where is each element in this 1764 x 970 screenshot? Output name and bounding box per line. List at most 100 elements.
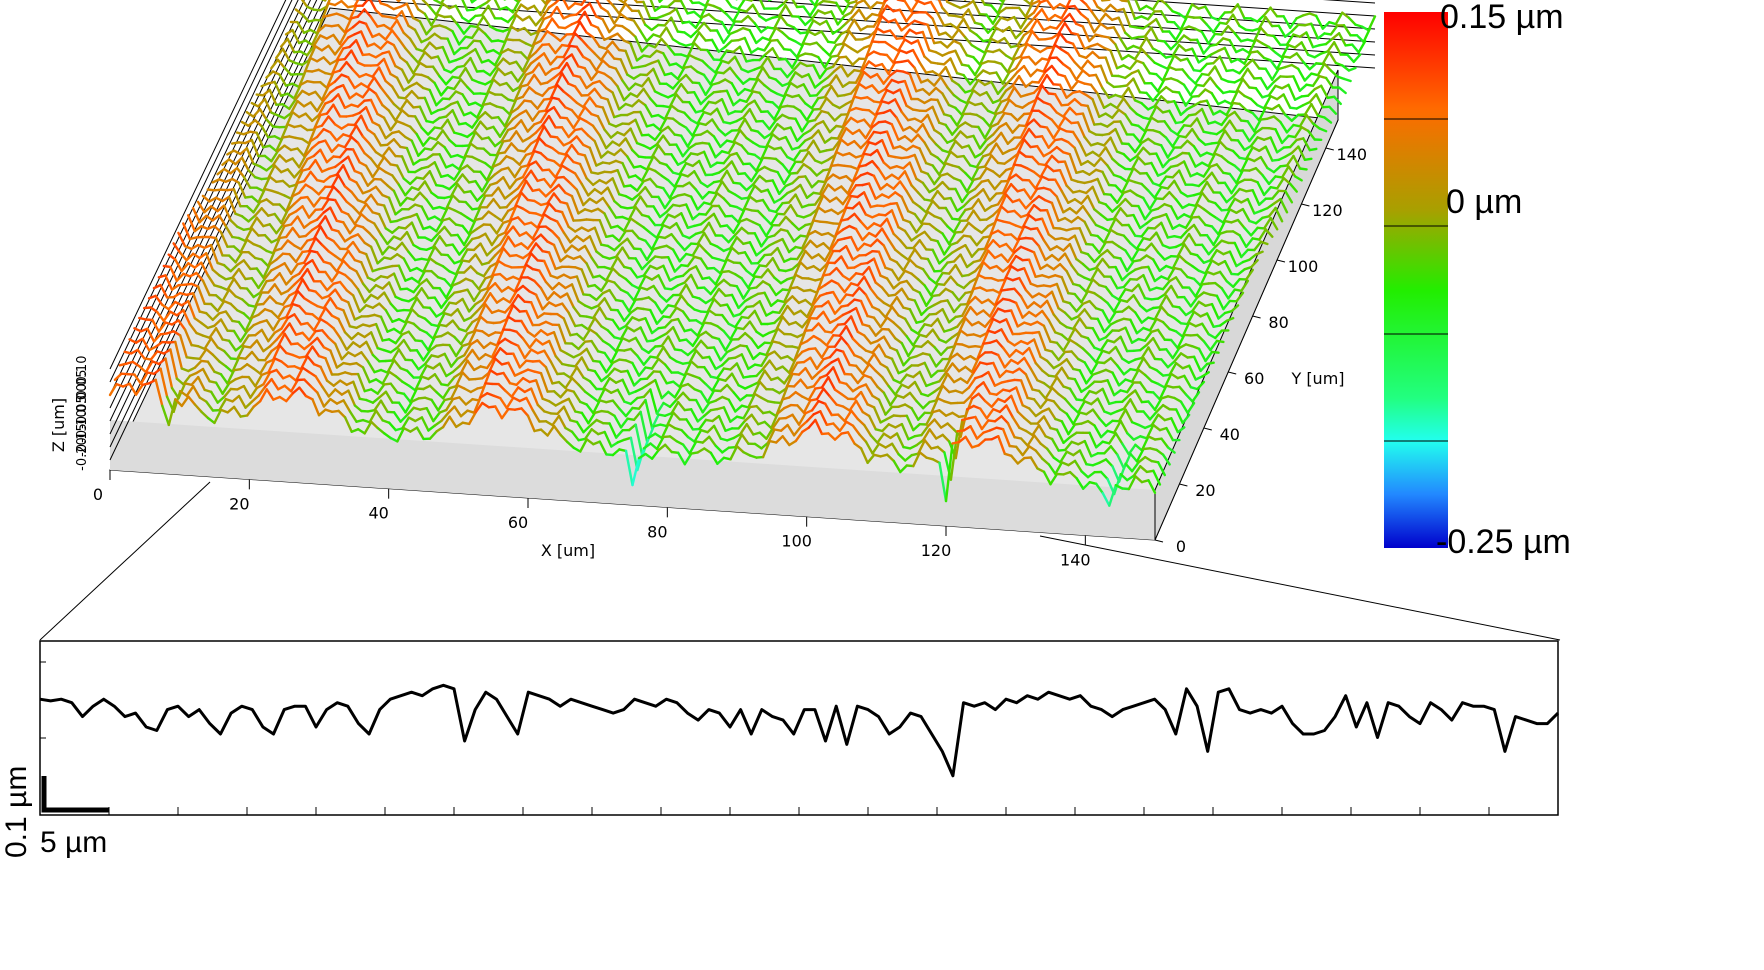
surface-segment bbox=[443, 102, 453, 110]
surface-segment bbox=[756, 209, 766, 219]
surface-segment bbox=[381, 103, 391, 112]
surface-segment bbox=[495, 57, 505, 69]
surface-segment bbox=[310, 29, 320, 46]
surface-segment bbox=[1277, 155, 1287, 162]
surface-segment bbox=[1140, 137, 1150, 145]
surface-segment bbox=[831, 139, 841, 151]
surface-segment bbox=[317, 185, 327, 196]
surface-segment bbox=[778, 215, 787, 227]
surface-segment bbox=[722, 197, 732, 207]
surface-segment bbox=[1027, 213, 1037, 222]
surface-segment bbox=[998, 168, 1008, 178]
surface-segment bbox=[265, 163, 275, 172]
surface-segment bbox=[1174, 151, 1184, 159]
surface-segment bbox=[317, 24, 327, 33]
surface-segment bbox=[885, 4, 895, 13]
surface-segment bbox=[591, 124, 601, 137]
surface-segment bbox=[291, 191, 301, 198]
surface-segment bbox=[849, 84, 859, 95]
surface-segment bbox=[903, 229, 913, 242]
surface-segment bbox=[583, 154, 593, 174]
surface-segment bbox=[325, 33, 335, 40]
surface-segment bbox=[343, 49, 353, 61]
surface-segment bbox=[967, 221, 977, 230]
surface-segment bbox=[817, 206, 827, 214]
surface-segment bbox=[570, 53, 580, 68]
surface-segment bbox=[866, 96, 876, 103]
surface-segment bbox=[830, 208, 840, 216]
surface-segment bbox=[1220, 25, 1230, 36]
surface-segment bbox=[910, 184, 920, 194]
surface-segment bbox=[521, 86, 531, 99]
surface-segment bbox=[627, 82, 637, 92]
surface-segment bbox=[428, 88, 438, 107]
surface-segment bbox=[1197, 215, 1207, 227]
surface-segment bbox=[704, 204, 714, 216]
surface-segment bbox=[820, 158, 830, 165]
surface-segment bbox=[727, 141, 737, 155]
surface-segment bbox=[828, 196, 838, 203]
surface-segment bbox=[949, 150, 959, 159]
surface-segment bbox=[1217, 99, 1227, 106]
surface-segment bbox=[1115, 191, 1125, 204]
surface-segment bbox=[525, 179, 534, 193]
surface-segment bbox=[781, 31, 791, 40]
surface-segment bbox=[319, 34, 328, 40]
surface-segment bbox=[631, 193, 640, 201]
surface-segment bbox=[1231, 149, 1241, 160]
surface-segment bbox=[1253, 240, 1263, 252]
surface-segment bbox=[283, 194, 293, 200]
surface-segment bbox=[1179, 229, 1189, 239]
surface-segment bbox=[691, 121, 701, 137]
surface-segment bbox=[479, 120, 489, 131]
surface-segment bbox=[288, 97, 298, 111]
surface-segment bbox=[1228, 39, 1238, 54]
surface-segment bbox=[719, 169, 729, 183]
surface-segment bbox=[884, 209, 894, 217]
surface-segment bbox=[715, 29, 725, 44]
surface-segment bbox=[1195, 38, 1205, 55]
surface-segment bbox=[260, 124, 270, 139]
surface-segment bbox=[415, 132, 425, 147]
surface-segment bbox=[1249, 136, 1259, 148]
surface-segment bbox=[714, 180, 724, 195]
surface-segment bbox=[1158, 50, 1168, 59]
surface-segment bbox=[627, 118, 637, 126]
surface-segment bbox=[502, 106, 511, 116]
surface-segment bbox=[1177, 43, 1187, 52]
surface-segment bbox=[1210, 49, 1220, 56]
surface-segment bbox=[1083, 220, 1093, 237]
surface-segment bbox=[663, 232, 673, 240]
surface-segment bbox=[1280, 43, 1290, 59]
surface-segment bbox=[791, 55, 800, 69]
surface-segment bbox=[701, 100, 711, 112]
surface-segment bbox=[782, 172, 792, 186]
surface-segment bbox=[779, 14, 789, 26]
surface-segment bbox=[1088, 168, 1098, 176]
surface-segment bbox=[720, 20, 730, 34]
surface-segment bbox=[699, 96, 709, 106]
surface-segment bbox=[779, 146, 789, 159]
surface-segment bbox=[776, 122, 786, 131]
surface-segment bbox=[993, 131, 1003, 143]
surface-segment bbox=[523, 26, 533, 36]
surface-segment bbox=[877, 0, 887, 17]
surface-segment bbox=[1205, 23, 1215, 34]
surface-segment bbox=[1006, 15, 1016, 22]
surface-segment bbox=[1155, 231, 1165, 247]
surface-segment bbox=[1212, 55, 1222, 65]
surface-segment bbox=[725, 13, 735, 23]
surface-segment bbox=[461, 16, 470, 23]
surface-segment bbox=[810, 129, 820, 139]
surface-segment bbox=[706, 212, 716, 221]
surface-segment bbox=[637, 99, 647, 107]
surface-segment bbox=[376, 57, 386, 67]
surface-segment bbox=[1177, 91, 1187, 107]
surface-segment bbox=[616, 224, 626, 233]
surface-segment bbox=[848, 152, 858, 159]
surface-segment bbox=[1019, 42, 1029, 58]
surface-segment bbox=[1181, 114, 1191, 124]
surface-segment bbox=[528, 160, 538, 167]
surface-segment bbox=[716, 245, 725, 253]
surface-segment bbox=[1061, 62, 1072, 71]
